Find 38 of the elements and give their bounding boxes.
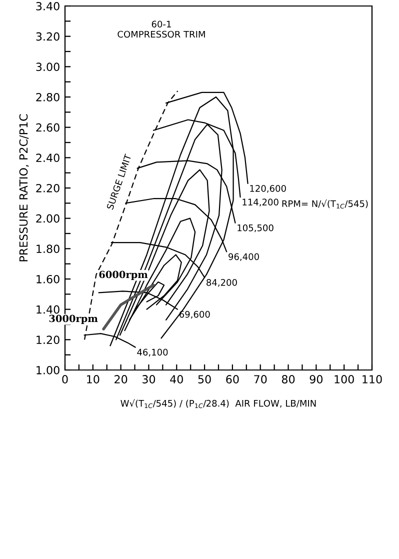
series-label: 105,500 bbox=[238, 224, 274, 232]
x-axis-title: W√(T$_{1C}$/545) / (P$_{1C}$/28.4) AIR FLOW, LB/MIN bbox=[120, 399, 316, 408]
annotation: RPM= N/√(T$_{1C}$/545) bbox=[282, 200, 368, 209]
y-tick-label: 2.20 bbox=[36, 184, 60, 192]
y-tick-label: 1.80 bbox=[36, 244, 60, 254]
y-tick-label: 1.00 bbox=[36, 366, 60, 374]
annotation: 60-1 COMPRESSOR TRIM bbox=[118, 20, 205, 38]
y-tick-label: 2.00 bbox=[36, 214, 60, 223]
series-label: 46,100 bbox=[137, 348, 168, 357]
y-tick-label: 3.00 bbox=[36, 62, 60, 72]
x-tick-label: 110 bbox=[362, 375, 382, 384]
annotation: 6000rpm bbox=[99, 270, 148, 280]
x-tick-label: 0 bbox=[62, 375, 68, 384]
x-tick-label: 10 bbox=[87, 375, 100, 384]
y-axis-title: PRESSURE RATIO, P2C/P1C bbox=[19, 114, 29, 262]
y-tick-label: 1.40 bbox=[36, 305, 60, 314]
x-tick-label: 90 bbox=[310, 375, 323, 384]
series-label: 84,200 bbox=[206, 279, 237, 287]
x-tick-label: 20 bbox=[114, 375, 128, 384]
y-tick-label: 1.60 bbox=[36, 274, 60, 284]
y-tick-label: 1.20 bbox=[36, 336, 60, 344]
x-tick-label: 80 bbox=[282, 375, 295, 384]
x-tick-label: 30 bbox=[142, 375, 156, 384]
y-tick-label: 2.40 bbox=[36, 154, 60, 162]
x-tick-label: 60 bbox=[226, 375, 239, 384]
series-label: 114,200 bbox=[242, 198, 278, 206]
y-tick-label: 2.80 bbox=[36, 92, 60, 102]
x-tick-label: 50 bbox=[198, 375, 211, 384]
series-label: 96,400 bbox=[228, 253, 259, 261]
y-tick-label: 3.40 bbox=[36, 2, 60, 10]
series-label: 120,600 bbox=[250, 185, 286, 193]
x-tick-label: 40 bbox=[170, 375, 183, 384]
y-tick-label: 2.60 bbox=[36, 123, 60, 132]
x-tick-label: 70 bbox=[254, 375, 267, 384]
annotation: 3000rpm bbox=[49, 314, 98, 324]
x-tick-label: 100 bbox=[334, 375, 354, 384]
series-label: 69,600 bbox=[179, 310, 210, 319]
y-tick-label: 3.20 bbox=[36, 32, 60, 41]
